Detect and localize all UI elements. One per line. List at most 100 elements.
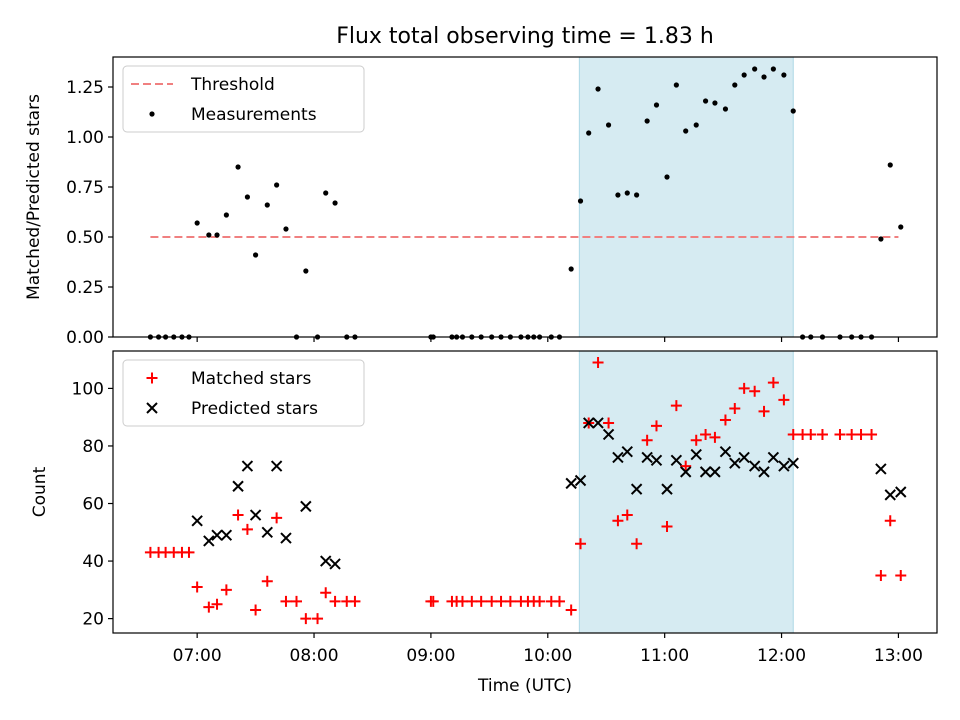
- measurement-point: [595, 86, 601, 92]
- predicted-star-point: [670, 454, 683, 467]
- legend-label: Predicted stars: [191, 399, 318, 419]
- matched-star-point: [700, 428, 712, 440]
- measurement-point: [752, 66, 758, 72]
- matched-star-point: [834, 428, 846, 440]
- predicted-star-point: [729, 457, 741, 469]
- predicted-star-point: [191, 515, 203, 527]
- y-tick-label: 20: [82, 610, 104, 630]
- predicted-star-point: [699, 466, 712, 478]
- matched-star-point: [300, 613, 312, 625]
- measurement-point: [624, 190, 630, 196]
- measurement-point: [683, 128, 689, 134]
- matched-star-point: [349, 595, 361, 607]
- predicted-star-point: [630, 483, 643, 495]
- predicted-star-point: [270, 460, 283, 472]
- measurement-point: [206, 232, 212, 238]
- matched-star-point: [280, 595, 292, 607]
- measurement-point: [323, 190, 329, 196]
- bottom-panel: 20 40 60 80 100 07:00 08:00 09:00 10:00 11:00 12:0…: [72, 350, 938, 666]
- predicted-star-point: [884, 489, 896, 501]
- predicted-star-point: [709, 466, 721, 478]
- legend-predicted-swatch: [146, 402, 158, 414]
- matched-star-point: [191, 581, 203, 593]
- matched-star-point: [767, 377, 779, 389]
- predicted-star-point: [249, 509, 262, 521]
- predicted-star-point: [650, 454, 663, 467]
- measurement-point: [223, 212, 229, 218]
- predicted-stars-series: [191, 417, 907, 570]
- measurement-point: [586, 130, 592, 136]
- matched-star-point: [866, 428, 878, 440]
- measurement-point: [693, 122, 699, 128]
- x-tick-label: 07:00: [173, 646, 222, 666]
- measurement-point: [615, 192, 621, 198]
- y-tick-label: 0.25: [66, 278, 104, 298]
- matched-star-point: [592, 357, 604, 369]
- matched-star-point: [603, 417, 615, 429]
- top-panel: 0.00 0.25 0.50 0.75 1.00 1.25 Threshold Measure…: [66, 56, 938, 348]
- matched-star-point: [312, 613, 324, 625]
- predicted-star-point: [767, 451, 780, 464]
- measurement-point: [702, 98, 709, 104]
- y-tick-label: 1.00: [66, 128, 104, 148]
- predicted-star-point: [661, 483, 673, 495]
- measurement-point: [653, 102, 660, 108]
- measurement-point: [781, 72, 787, 78]
- legend-label: Measurements: [191, 105, 317, 125]
- matched-star-point: [291, 595, 303, 607]
- matched-star-point: [709, 431, 721, 443]
- matched-star-point: [670, 400, 682, 412]
- legend-label: Threshold: [190, 75, 275, 95]
- predicted-star-point: [875, 463, 887, 475]
- predicted-star-point: [232, 480, 244, 492]
- shaded-interval: [578, 56, 794, 338]
- predicted-star-point: [211, 529, 223, 541]
- top-y-axis-label: Matched/Predicted stars: [24, 94, 44, 300]
- matched-star-point: [495, 595, 507, 607]
- predicted-star-point: [778, 460, 790, 472]
- matched-star-point: [203, 601, 215, 613]
- y-tick-label: 0.75: [66, 178, 104, 198]
- bottom-y-axis-label: Count: [30, 466, 50, 517]
- predicted-star-point: [280, 532, 292, 544]
- predicted-star-point: [612, 451, 624, 464]
- matched-star-point: [650, 420, 662, 432]
- chart-title: Flux total observing time = 1.83 h: [336, 24, 714, 49]
- matched-star-point: [456, 595, 468, 607]
- matched-star-point: [241, 523, 253, 535]
- matched-star-point: [250, 604, 262, 616]
- matched-star-point: [534, 595, 546, 607]
- matched-star-point: [612, 515, 624, 527]
- matched-star-point: [504, 595, 516, 607]
- matched-star-point: [680, 460, 692, 472]
- measurement-point: [252, 252, 259, 258]
- predicted-star-point: [261, 526, 273, 538]
- predicted-star-point: [621, 446, 633, 458]
- matched-star-point: [183, 546, 195, 558]
- matched-star-point: [661, 521, 673, 533]
- shaded-interval: [578, 350, 794, 634]
- x-tick-label: 13:00: [874, 646, 923, 666]
- measurement-point: [644, 118, 650, 124]
- matched-star-point: [758, 405, 770, 417]
- measurement-point: [673, 82, 679, 88]
- predicted-star-point: [300, 500, 312, 513]
- matched-star-point: [816, 428, 828, 440]
- measurement-point: [568, 266, 574, 272]
- y-tick-label: 100: [72, 379, 104, 399]
- predicted-star-point: [602, 428, 615, 441]
- measurement-point: [712, 100, 718, 106]
- legend-matched-swatch: [146, 372, 158, 384]
- predicted-star-point: [738, 451, 750, 464]
- measurement-point: [887, 162, 893, 168]
- matched-star-point: [475, 595, 487, 607]
- predicted-star-point: [241, 460, 254, 472]
- measurement-point: [244, 194, 251, 200]
- y-tick-label: 40: [82, 552, 104, 572]
- measurement-point: [283, 226, 289, 232]
- predicted-star-point: [641, 451, 653, 464]
- matched-stars-series: [144, 357, 907, 625]
- matched-star-point: [895, 569, 907, 581]
- measurement-point: [235, 164, 241, 170]
